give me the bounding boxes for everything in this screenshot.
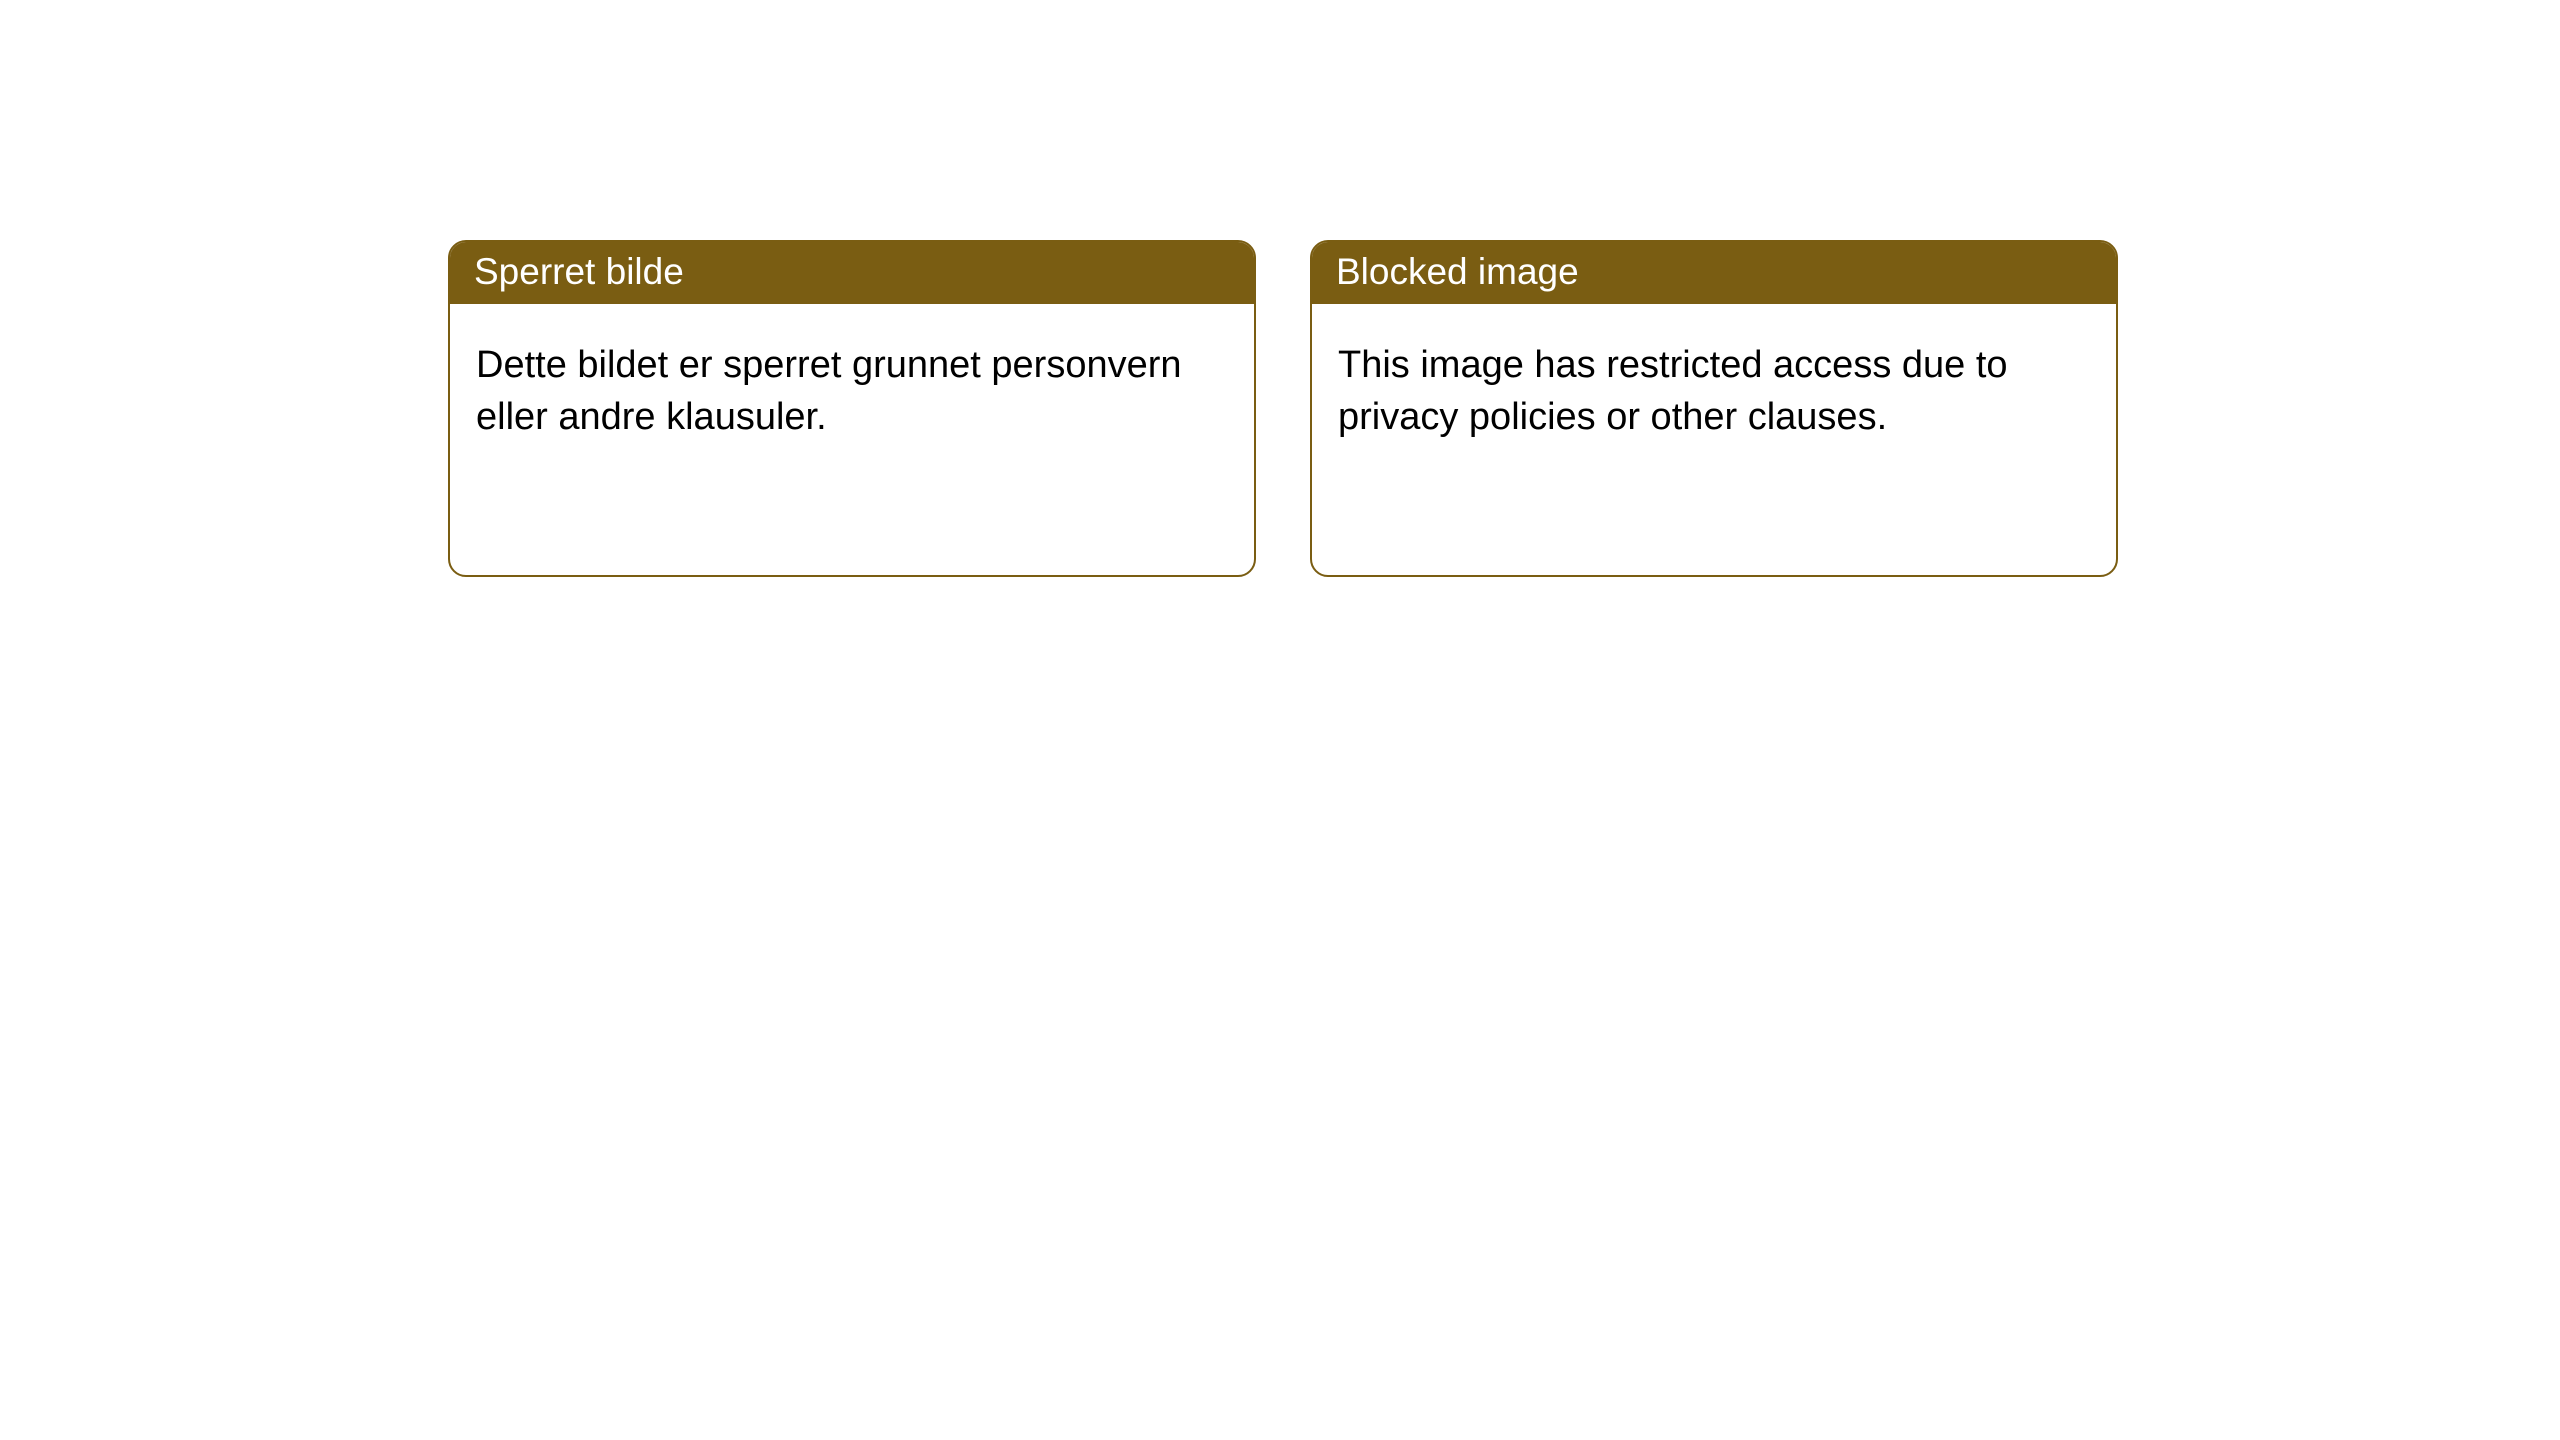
notice-container: Sperret bilde Dette bildet er sperret gr… bbox=[0, 0, 2560, 577]
notice-title: Sperret bilde bbox=[450, 242, 1254, 304]
notice-title: Blocked image bbox=[1312, 242, 2116, 304]
notice-body: This image has restricted access due to … bbox=[1312, 304, 2116, 479]
notice-card-norwegian: Sperret bilde Dette bildet er sperret gr… bbox=[448, 240, 1256, 577]
notice-body: Dette bildet er sperret grunnet personve… bbox=[450, 304, 1254, 479]
notice-card-english: Blocked image This image has restricted … bbox=[1310, 240, 2118, 577]
